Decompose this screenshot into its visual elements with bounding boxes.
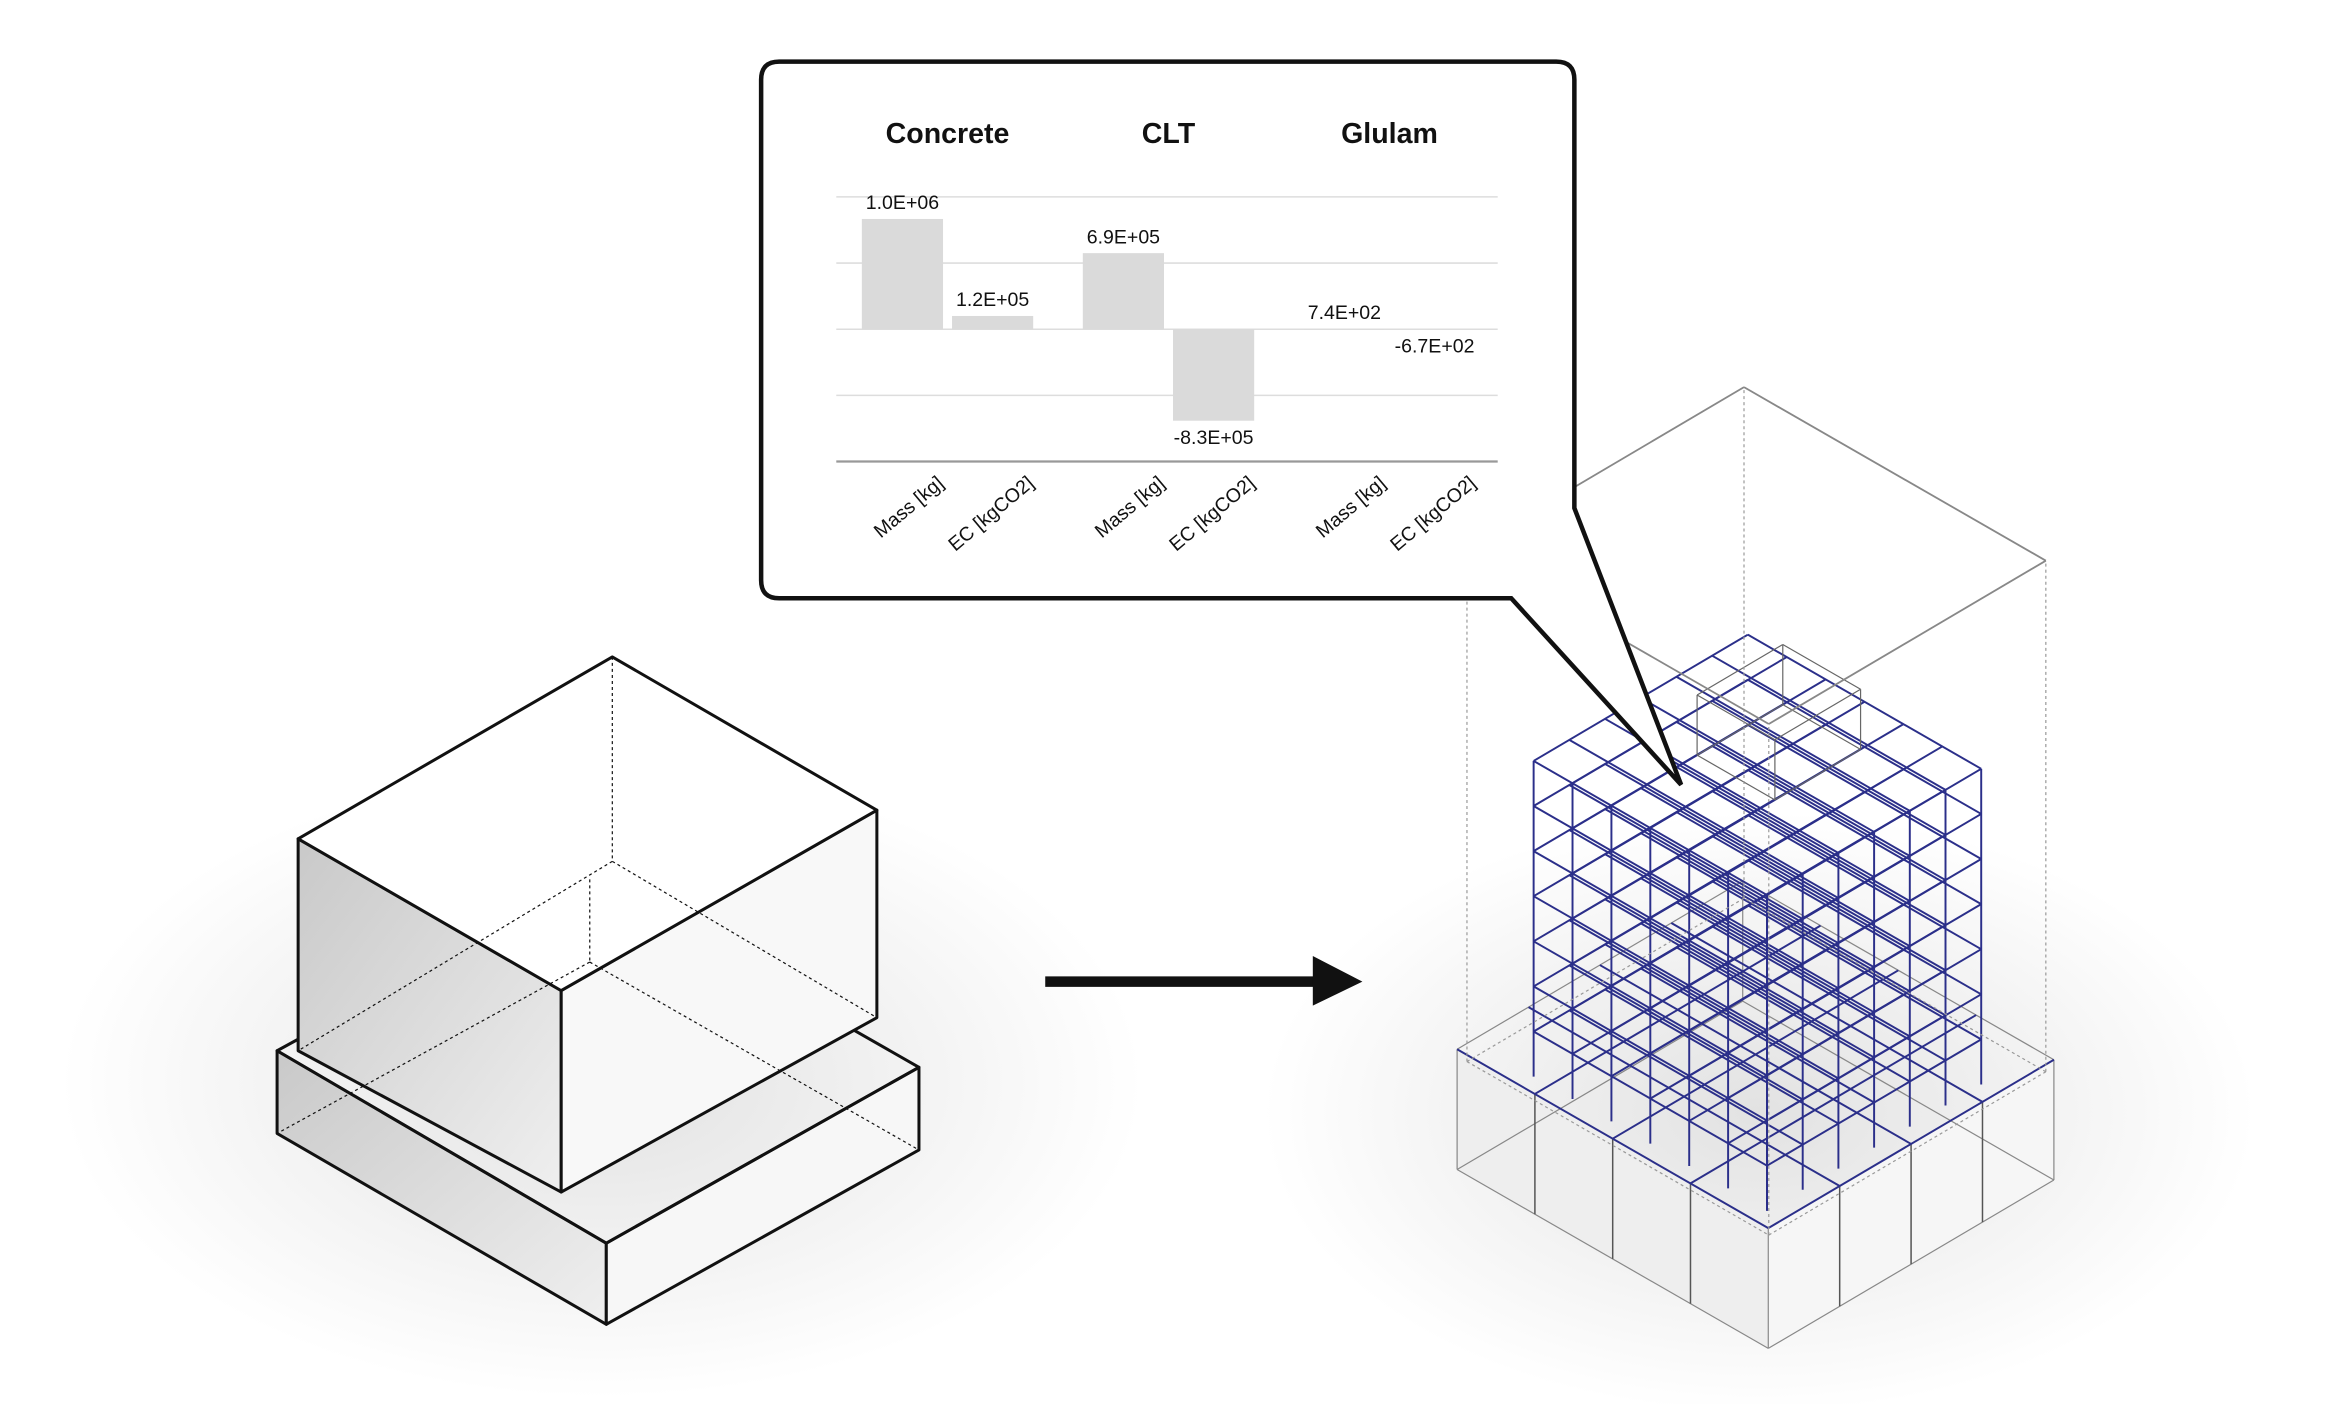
group-title: CLT	[1142, 118, 1196, 150]
group-title: Glulam	[1341, 118, 1438, 150]
arrow	[1045, 956, 1363, 1006]
frame-line	[1782, 643, 1861, 690]
frame-line	[1572, 656, 1788, 785]
frame-line	[1782, 704, 1861, 750]
callout	[758, 59, 1684, 787]
value-label: -8.3E+05	[1174, 427, 1254, 449]
frame-line	[1696, 643, 1784, 696]
value-label: 1.0E+06	[866, 192, 939, 214]
value-label: 7.4E+02	[1308, 302, 1381, 324]
frame-line	[1774, 748, 1861, 801]
massing-model	[275, 655, 921, 1326]
frame-line	[1696, 754, 1776, 801]
frame-line	[1670, 922, 1983, 1103]
frame-line	[1743, 897, 2047, 1073]
frame-line	[1743, 386, 2047, 562]
frame-line	[1456, 1048, 1769, 1229]
bar	[952, 315, 1034, 330]
frame-line	[1456, 1000, 1744, 1171]
bar	[1082, 253, 1164, 330]
bar	[1173, 329, 1255, 421]
bar	[861, 218, 944, 330]
shadow	[1263, 811, 2256, 1404]
frame-line	[1767, 1058, 2055, 1229]
value-label: 6.9E+05	[1087, 226, 1160, 248]
value-label: -6.7E+02	[1395, 335, 1475, 357]
frame-line	[1696, 694, 1776, 741]
frame-line	[1747, 633, 1982, 770]
frame-line	[1774, 688, 1861, 741]
value-label: 1.2E+05	[956, 289, 1029, 311]
group-title: Concrete	[886, 118, 1010, 150]
frame-line	[1466, 1061, 1770, 1236]
frame-line	[1696, 704, 1784, 756]
frame-line	[1768, 559, 2047, 725]
